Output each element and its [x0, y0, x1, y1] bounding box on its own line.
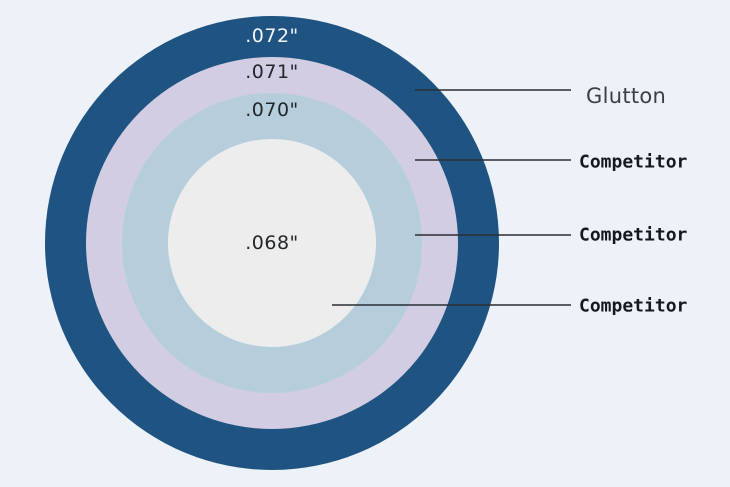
callout-competitor-3: Competitor — [579, 295, 688, 317]
callout-competitor-1: Competitor — [579, 151, 688, 173]
callout-glutton: Glutton — [586, 84, 667, 108]
callout-competitor-2: Competitor — [579, 224, 688, 246]
ring-competitor-3 — [168, 139, 376, 347]
